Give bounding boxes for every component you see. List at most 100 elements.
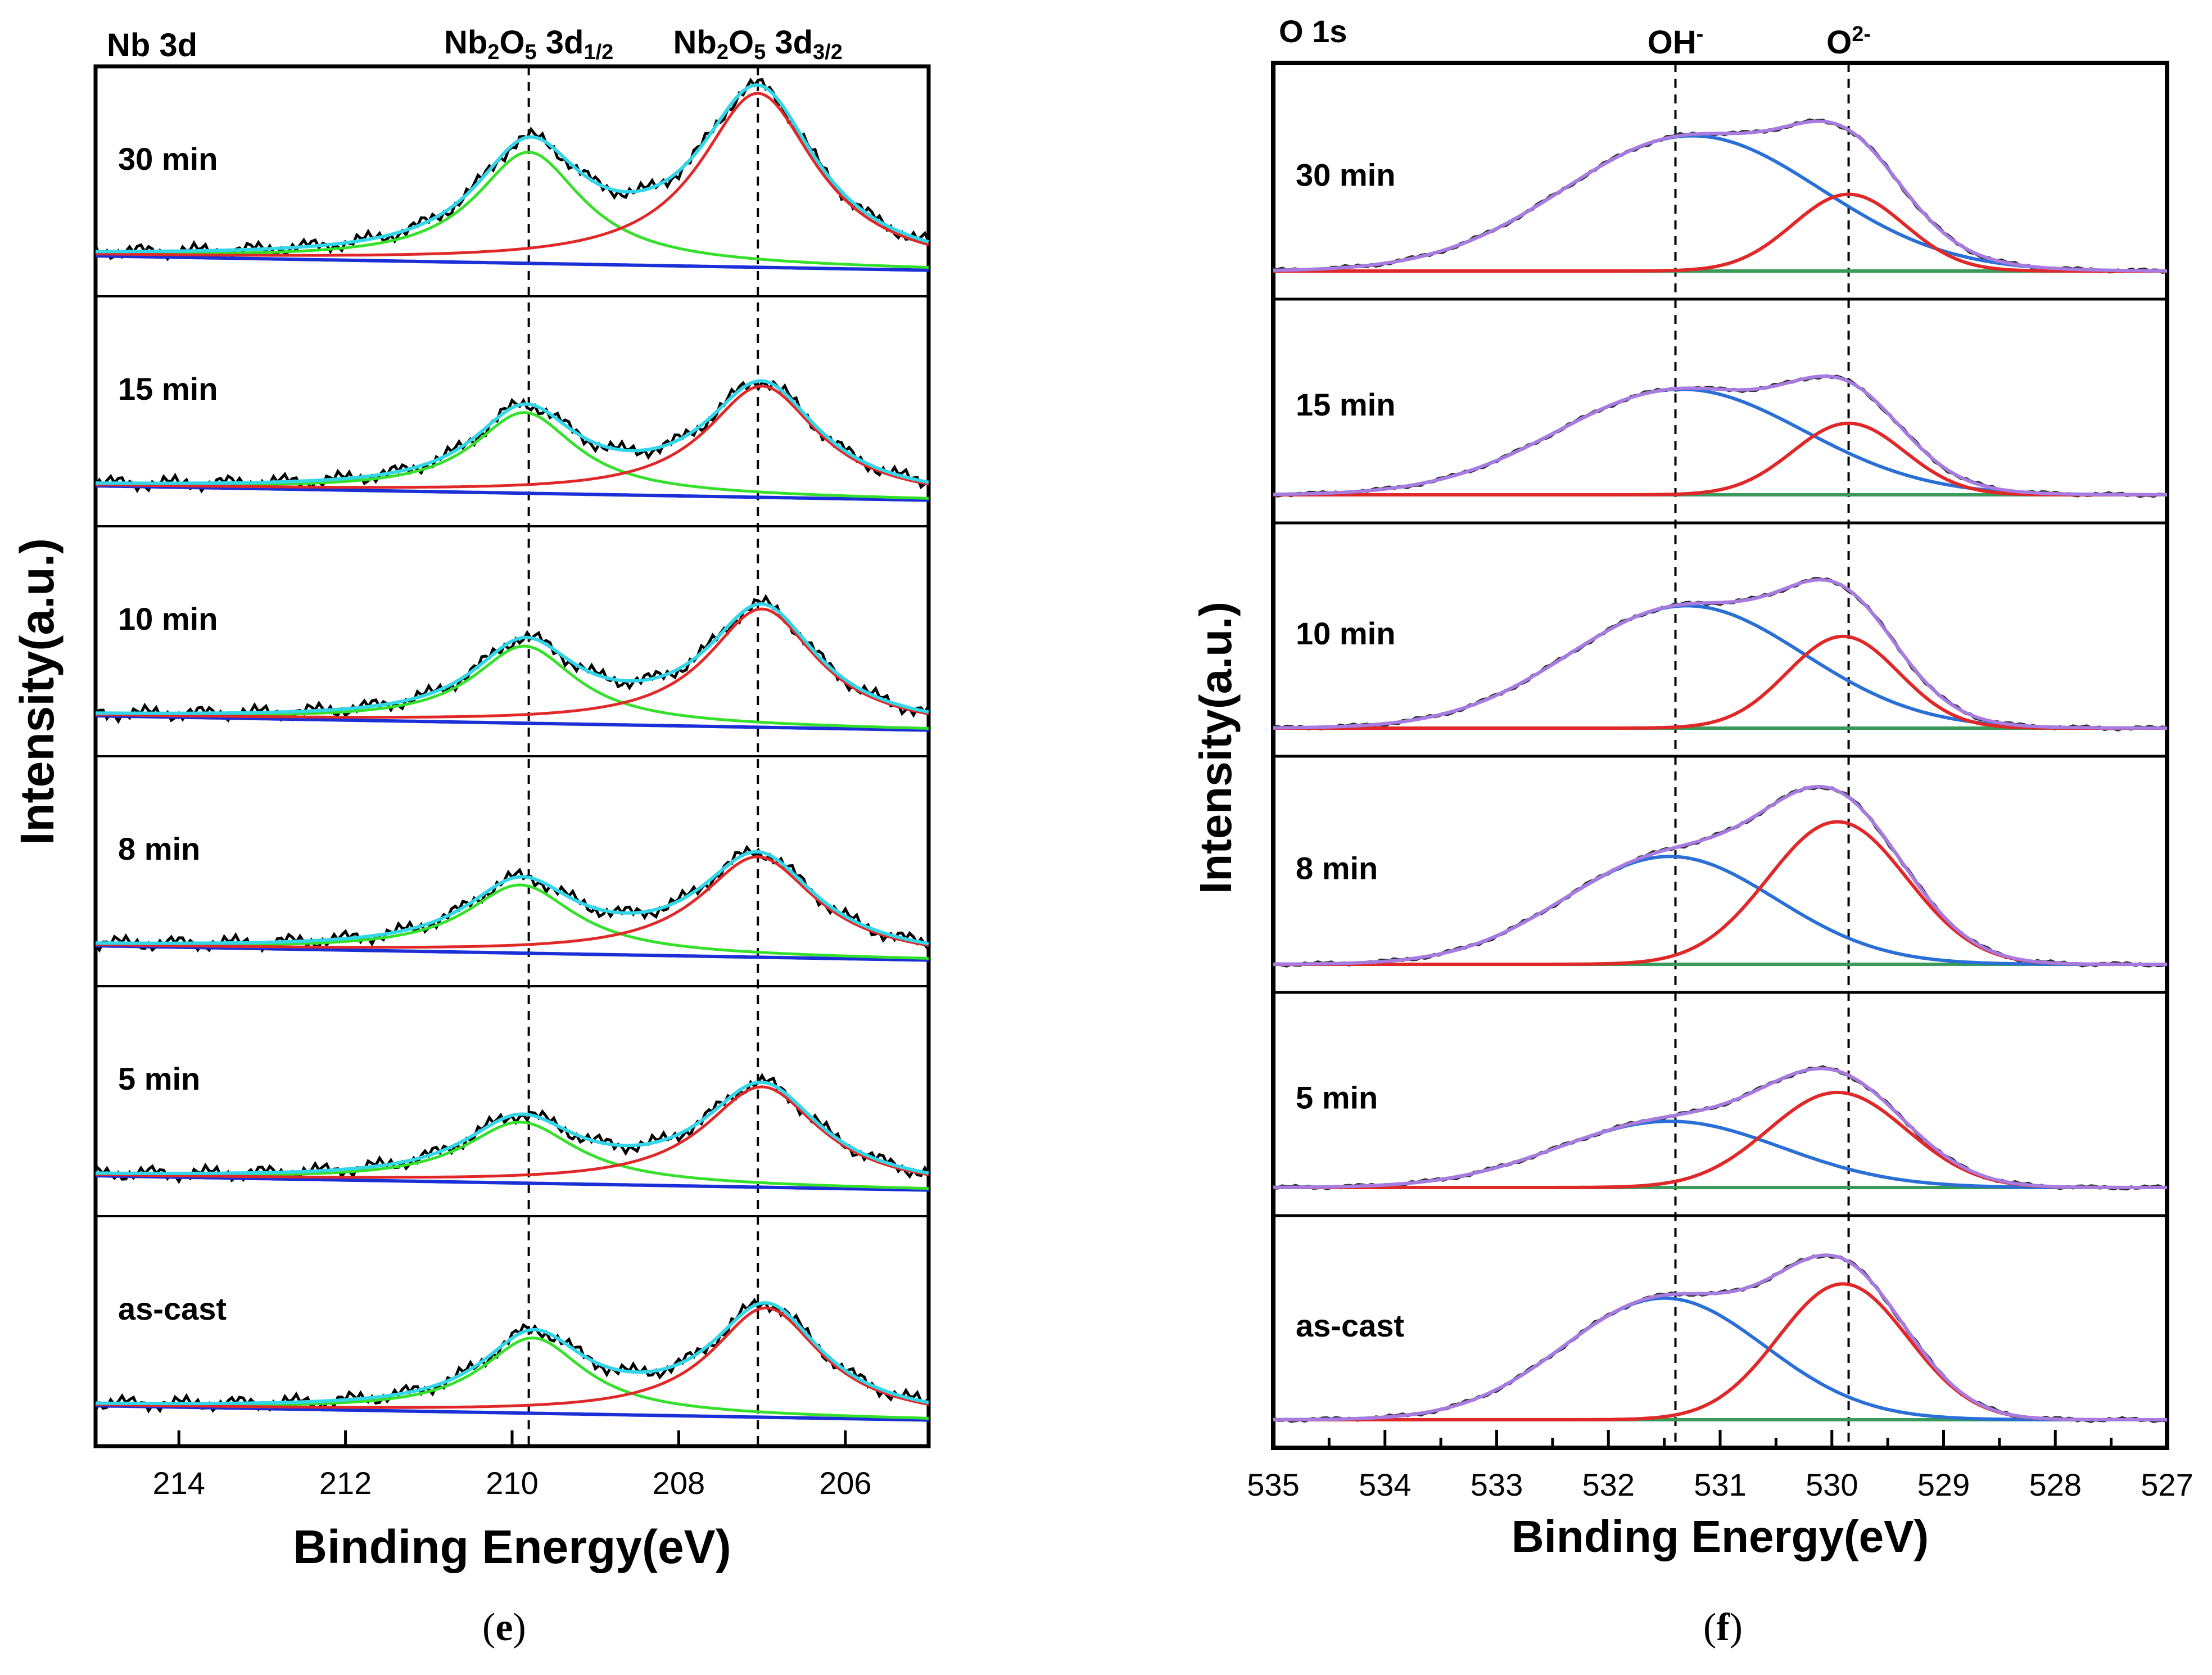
panel-e-raw-line (94, 1073, 930, 1184)
caption-e-open: ( (482, 1606, 496, 1649)
panel-f-ref-label: OH- (1648, 22, 1704, 61)
panel-f-x-tick-label: 535 (1247, 1467, 1299, 1502)
panel-f-x-axis-label: Binding Energy(eV) (1512, 1511, 1929, 1561)
panel-f-sample-label: 10 min (1296, 616, 1395, 651)
panel-e-peak1-line (95, 883, 929, 960)
panel-e-peak1-line (95, 151, 929, 269)
panel-f-envelope-line (1273, 578, 2168, 730)
panel-e-peak2-line (95, 607, 929, 719)
panel-f-spectrum-0: 30 min (1273, 118, 2168, 274)
panel-f-spectrum-3: 8 min (1273, 784, 2168, 968)
panel-f-spectrum-4: 5 min (1273, 1065, 2168, 1191)
panel-f-x-tick-label: 534 (1359, 1467, 1411, 1502)
panel-e-background-line (95, 484, 929, 502)
panel-f-o2-line (1273, 421, 2167, 496)
panel-e-ref-label-part: 2 (487, 40, 499, 64)
panel-e-x-axis-label: Binding Energy(eV) (293, 1520, 731, 1573)
panel-e-envelope-line (96, 850, 929, 946)
panel-f-envelope-line (1273, 119, 2167, 273)
panel-e-spectrum-2: 10 min (94, 594, 930, 732)
panel-e-sample-label: 10 min (118, 601, 218, 636)
panel-e-ref-label-part: O (499, 24, 524, 61)
panel-e-background-line (95, 1404, 929, 1422)
panel-f-envelope-line (1273, 1253, 2167, 1421)
caption-e-close: ) (513, 1606, 526, 1649)
panel-f-raw-line (1273, 118, 2168, 274)
panel-e-x-tick-label: 206 (819, 1465, 871, 1501)
panel-e-sample-label: 8 min (118, 831, 200, 866)
caption-e-letter: e (495, 1606, 513, 1649)
panel-e-ref-label-part: 3/2 (813, 40, 843, 64)
panel-e-ref-label-part: 3d (537, 24, 584, 61)
panel-e-ref-label-part: 5 (754, 40, 766, 64)
panel-f-o2-line (1273, 192, 2167, 273)
panel-e-peak2-line (95, 385, 929, 489)
panel-e-peak1-line (96, 644, 929, 730)
panel-f-oh-line (1273, 604, 2168, 730)
panel-f-oh-line (1273, 855, 2167, 966)
panel-e-background-line (95, 714, 929, 732)
panel-f-x-tick-label: 529 (1917, 1467, 1970, 1502)
panel-f-oh-line (1273, 1119, 2167, 1189)
caption-f-open: ( (1703, 1606, 1717, 1649)
panel-e-ref-label-part: 1/2 (583, 40, 613, 64)
panel-e-x-tick-label: 208 (653, 1465, 705, 1501)
panel-e-background-line (95, 254, 929, 272)
panel-f-envelope-line (1273, 1067, 2167, 1189)
panel-e-ref-label-part: Nb (673, 24, 717, 61)
panel-e-raw-line (94, 845, 930, 954)
panel-f-sample-label: as-cast (1296, 1308, 1404, 1343)
panel-e-ref-label-part: 2 (717, 40, 729, 64)
panel-f-sample-label: 30 min (1296, 157, 1395, 192)
panel-f-x-tick-label: 528 (2029, 1467, 2082, 1502)
panel-e-title: Nb 3d (107, 27, 197, 64)
caption-f-letter: f (1716, 1606, 1730, 1649)
panel-e-sample-label: as-cast (118, 1291, 227, 1326)
panel-f-x-tick-label: 533 (1471, 1467, 1523, 1502)
panel-f-sample-label: 8 min (1296, 850, 1378, 886)
panel-e-spectrum-5: as-cast (94, 1291, 930, 1422)
panel-e-peak1-line (95, 411, 929, 500)
panel-e-peak1-line (96, 1121, 929, 1190)
caption-f-close: ) (1729, 1606, 1743, 1649)
panel-f-y-axis-label: Intensity(a.u.) (1191, 602, 1241, 894)
panel-f-oh-line (1273, 1296, 2167, 1421)
panel-f-o1s-chart: O 1s OH- O2- 30 min 15 min 10 min 8 min 5 min as… (1191, 13, 2193, 1561)
panel-f-o2-line (1273, 1282, 2167, 1421)
panel-e-spectrum-1: 15 min (94, 371, 929, 502)
caption-f: (f) (1703, 1605, 1743, 1650)
panel-f-sample-label: 5 min (1296, 1080, 1378, 1115)
panel-e-peak2-line (95, 92, 929, 257)
panel-f-o2-line (1273, 820, 2167, 966)
panel-e-ref-label: Nb2O5 3d3/2 (673, 24, 843, 64)
panel-e-ref-label-part: 5 (525, 40, 537, 64)
panel-e-peak2-line (95, 855, 929, 949)
panel-e-peak2-line (95, 1085, 929, 1179)
panel-e-spectrum-0: 30 min (94, 78, 930, 272)
panel-e-spectrum-3: 8 min (94, 831, 930, 962)
panel-e-ref-label-part: 3d (766, 24, 813, 61)
caption-e: (e) (482, 1605, 526, 1650)
panel-f-spectrum-5: as-cast (1272, 1253, 2168, 1424)
panel-e-y-axis-label: Intensity(a.u.) (11, 538, 64, 845)
panel-e-x-tick-label: 210 (486, 1465, 538, 1501)
panel-e-raw-line (94, 594, 930, 724)
panel-e-envelope-line (95, 1301, 929, 1406)
panel-e-x-tick-label: 212 (319, 1465, 372, 1501)
panel-f-oh-line (1273, 134, 2167, 273)
panel-e-spectrum-4: 5 min (94, 1061, 930, 1192)
panel-e-x-tick-label: 214 (152, 1465, 205, 1501)
panel-f-x-tick-label: 532 (1582, 1467, 1635, 1502)
panel-e-sample-label: 30 min (118, 141, 218, 177)
panel-e-envelope-line (96, 83, 929, 254)
panel-f-raw-line (1273, 784, 2168, 968)
panel-e-background-line (95, 1174, 929, 1192)
panel-e-sample-label: 5 min (118, 1061, 200, 1096)
panel-e-envelope-line (96, 1080, 929, 1175)
panel-f-envelope-line (1273, 784, 2167, 966)
panel-f-x-tick-label: 531 (1694, 1467, 1746, 1502)
panel-e-raw-line (94, 78, 930, 261)
panel-e-ref-label-part: Nb (444, 24, 487, 61)
